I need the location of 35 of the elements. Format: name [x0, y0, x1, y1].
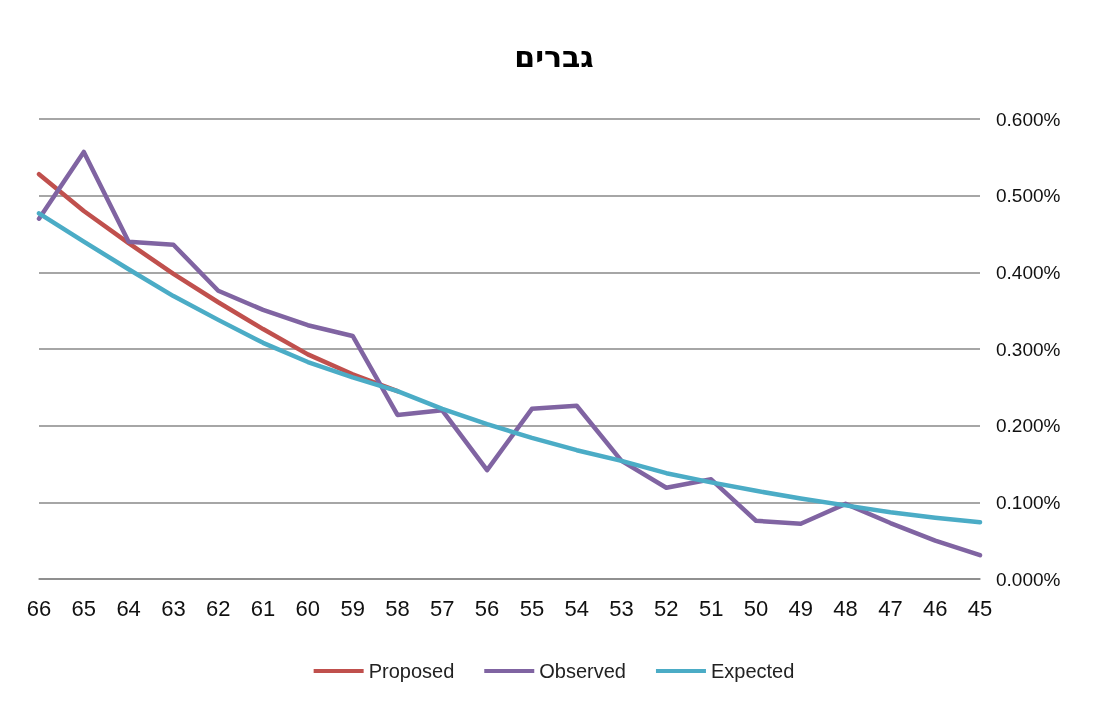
y-tick-label: 0.600%	[996, 108, 1061, 130]
x-tick-label: 48	[833, 595, 858, 621]
chart-title: גברים	[514, 38, 594, 74]
y-tick-label: 0.500%	[996, 185, 1061, 207]
x-tick-label: 63	[161, 595, 186, 621]
x-tick-label: 65	[71, 595, 97, 621]
y-tick-label: 0.000%	[996, 568, 1061, 590]
x-tick-label: 45	[967, 595, 993, 621]
line-series	[36, 149, 983, 558]
x-tick-label: 51	[698, 595, 724, 621]
x-tick-label: 58	[385, 595, 410, 621]
x-tick-label: 64	[116, 595, 141, 621]
x-tick-label: 46	[922, 595, 948, 621]
x-tick-label: 59	[340, 595, 365, 621]
x-tick-label: 53	[609, 595, 634, 621]
x-tick-label: 66	[26, 595, 52, 621]
legend-label: Observed	[539, 660, 626, 682]
x-tick-label: 62	[206, 595, 231, 621]
x-tick-label: 47	[878, 595, 903, 621]
x-tick-label: 61	[250, 595, 276, 621]
y-tick-label: 0.200%	[996, 415, 1061, 437]
line-series	[36, 211, 983, 525]
y-tick-label: 0.100%	[996, 491, 1061, 513]
x-tick-label: 49	[788, 595, 813, 621]
x-tick-label: 57	[430, 595, 455, 621]
x-tick-label: 60	[295, 595, 321, 621]
x-tick-label: 54	[564, 595, 589, 621]
x-tick-label: 56	[474, 595, 500, 621]
x-tick-label: 50	[743, 595, 769, 621]
x-tick-label: 55	[519, 595, 545, 621]
legend-label: Proposed	[368, 660, 455, 682]
x-tick-label: 52	[654, 595, 679, 621]
y-tick-label: 0.400%	[996, 261, 1061, 283]
legend-label: Expected	[710, 660, 795, 682]
y-tick-label: 0.300%	[996, 338, 1061, 360]
